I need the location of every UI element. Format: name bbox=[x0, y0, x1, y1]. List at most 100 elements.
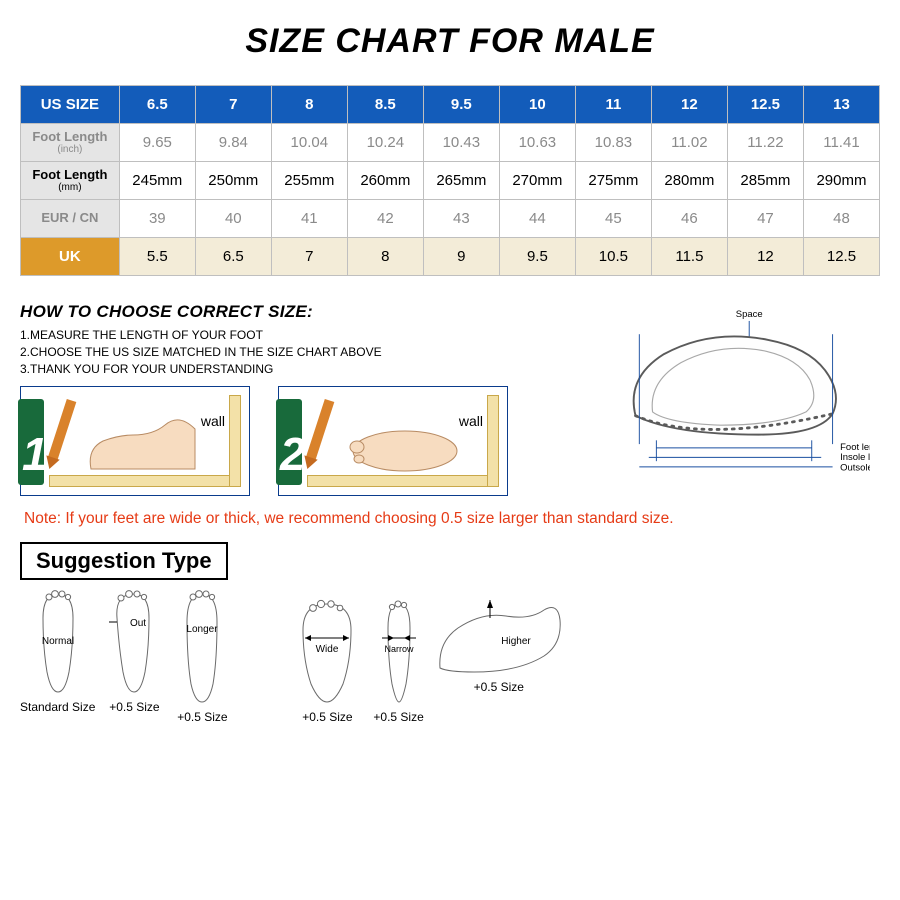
cell: 8 bbox=[347, 238, 423, 276]
cell: 48 bbox=[803, 200, 879, 238]
cell: 11.5 bbox=[651, 238, 727, 276]
cell: 9.5 bbox=[499, 238, 575, 276]
shoe-diagram: Space Foot length Insole length Outsole … bbox=[600, 302, 880, 496]
page-title: SIZE CHART FOR MALE bbox=[20, 22, 880, 61]
cell: 12 bbox=[727, 238, 803, 276]
cell: 9.84 bbox=[195, 124, 271, 162]
fl-mm-label: Foot Length(mm) bbox=[21, 162, 120, 200]
howto-step: 3.THANK YOU FOR YOUR UNDERSTANDING bbox=[20, 362, 600, 376]
svg-text:Higher: Higher bbox=[501, 636, 531, 647]
cell: 41 bbox=[271, 200, 347, 238]
foot-length-label: Foot length bbox=[840, 442, 870, 453]
cell: 10 bbox=[499, 86, 575, 124]
cell: 12.5 bbox=[803, 238, 879, 276]
cell: 39 bbox=[119, 200, 195, 238]
pencil-icon bbox=[48, 399, 77, 461]
cell: 10.24 bbox=[347, 124, 423, 162]
insole-length-label: Insole length bbox=[840, 452, 870, 463]
cell: 42 bbox=[347, 200, 423, 238]
caption: +0.5 Size bbox=[291, 710, 363, 724]
cell: 8 bbox=[271, 86, 347, 124]
cell: 12 bbox=[651, 86, 727, 124]
cell: 10.5 bbox=[575, 238, 651, 276]
caption: +0.5 Size bbox=[105, 700, 163, 714]
size-chart-table: US SIZE 6.5 7 8 8.5 9.5 10 11 12 12.5 13… bbox=[20, 85, 880, 276]
foot-top-icon bbox=[341, 419, 461, 475]
svg-text:Normal: Normal bbox=[42, 636, 74, 647]
cell: 245mm bbox=[119, 162, 195, 200]
caption: +0.5 Size bbox=[173, 710, 231, 724]
caption: +0.5 Size bbox=[434, 680, 564, 694]
svg-text:Narrow: Narrow bbox=[384, 644, 414, 654]
size-note: Note: If your feet are wide or thick, we… bbox=[24, 510, 880, 528]
foot-wide: Wide +0.5 Size bbox=[291, 598, 363, 724]
howto-heading: HOW TO CHOOSE CORRECT SIZE: bbox=[20, 302, 600, 322]
howto-section: HOW TO CHOOSE CORRECT SIZE: 1.MEASURE TH… bbox=[20, 302, 880, 496]
howto-step: 2.CHOOSE THE US SIZE MATCHED IN THE SIZE… bbox=[20, 345, 600, 359]
cell: 265mm bbox=[423, 162, 499, 200]
cell: 11.02 bbox=[651, 124, 727, 162]
cell: 275mm bbox=[575, 162, 651, 200]
svg-text:Out: Out bbox=[130, 618, 146, 629]
row-foot-length-inch: Foot Length(inch) 9.65 9.84 10.04 10.24 … bbox=[21, 124, 880, 162]
cell: 6.5 bbox=[195, 238, 271, 276]
suggestion-group-1: Normal Standard Size Out +0.5 Size Longe… bbox=[20, 588, 231, 724]
eur-label: EUR / CN bbox=[21, 200, 120, 238]
cell: 47 bbox=[727, 200, 803, 238]
cell: 260mm bbox=[347, 162, 423, 200]
cell: 10.43 bbox=[423, 124, 499, 162]
row-foot-length-mm: Foot Length(mm) 245mm 250mm 255mm 260mm … bbox=[21, 162, 880, 200]
cell: 12.5 bbox=[727, 86, 803, 124]
foot-narrow: Narrow +0.5 Size bbox=[373, 598, 423, 724]
cell: 46 bbox=[651, 200, 727, 238]
foot-longer: Longer +0.5 Size bbox=[173, 588, 231, 724]
cell: 270mm bbox=[499, 162, 575, 200]
foot-normal: Normal Standard Size bbox=[20, 588, 95, 724]
cell: 11 bbox=[575, 86, 651, 124]
howto-step: 1.MEASURE THE LENGTH OF YOUR FOOT bbox=[20, 328, 600, 342]
row-eur-cn: EUR / CN 39 40 41 42 43 44 45 46 47 48 bbox=[21, 200, 880, 238]
svg-text:Wide: Wide bbox=[316, 644, 339, 655]
wall-label: wall bbox=[459, 413, 483, 429]
howto-steps: 1.MEASURE THE LENGTH OF YOUR FOOT 2.CHOO… bbox=[20, 328, 600, 376]
row-uk: UK 5.5 6.5 7 8 9 9.5 10.5 11.5 12 12.5 bbox=[21, 238, 880, 276]
suggestion-group-2: Wide +0.5 Size Narrow +0.5 Size Higher +… bbox=[291, 598, 563, 724]
cell: 280mm bbox=[651, 162, 727, 200]
suggestion-title: Suggestion Type bbox=[20, 542, 228, 580]
cell: 9.65 bbox=[119, 124, 195, 162]
cell: 45 bbox=[575, 200, 651, 238]
cell: 13 bbox=[803, 86, 879, 124]
cell: 10.63 bbox=[499, 124, 575, 162]
wall-label: wall bbox=[201, 413, 225, 429]
cell: 8.5 bbox=[347, 86, 423, 124]
caption: +0.5 Size bbox=[373, 710, 423, 724]
cell: 43 bbox=[423, 200, 499, 238]
foot-out: Out +0.5 Size bbox=[105, 588, 163, 724]
cell: 7 bbox=[195, 86, 271, 124]
cell: 5.5 bbox=[119, 238, 195, 276]
cell: 9.5 bbox=[423, 86, 499, 124]
measure-figure-1: 1 wall bbox=[20, 386, 250, 496]
cell: 285mm bbox=[727, 162, 803, 200]
cell: 10.83 bbox=[575, 124, 651, 162]
foot-side-icon bbox=[83, 419, 203, 475]
cell: 9 bbox=[423, 238, 499, 276]
cell: 11.41 bbox=[803, 124, 879, 162]
caption: Standard Size bbox=[20, 700, 95, 714]
us-size-label: US SIZE bbox=[21, 86, 120, 124]
fl-inch-label: Foot Length(inch) bbox=[21, 124, 120, 162]
outsole-length-label: Outsole length bbox=[840, 463, 870, 474]
measure-figure-2: 2 wall bbox=[278, 386, 508, 496]
cell: 250mm bbox=[195, 162, 271, 200]
cell: 44 bbox=[499, 200, 575, 238]
svg-text:Longer: Longer bbox=[187, 624, 219, 635]
cell: 255mm bbox=[271, 162, 347, 200]
suggestion-row: Normal Standard Size Out +0.5 Size Longe… bbox=[20, 588, 880, 724]
cell: 7 bbox=[271, 238, 347, 276]
cell: 40 bbox=[195, 200, 271, 238]
row-us-size: US SIZE 6.5 7 8 8.5 9.5 10 11 12 12.5 13 bbox=[21, 86, 880, 124]
cell: 290mm bbox=[803, 162, 879, 200]
cell: 11.22 bbox=[727, 124, 803, 162]
cell: 10.04 bbox=[271, 124, 347, 162]
cell: 6.5 bbox=[119, 86, 195, 124]
